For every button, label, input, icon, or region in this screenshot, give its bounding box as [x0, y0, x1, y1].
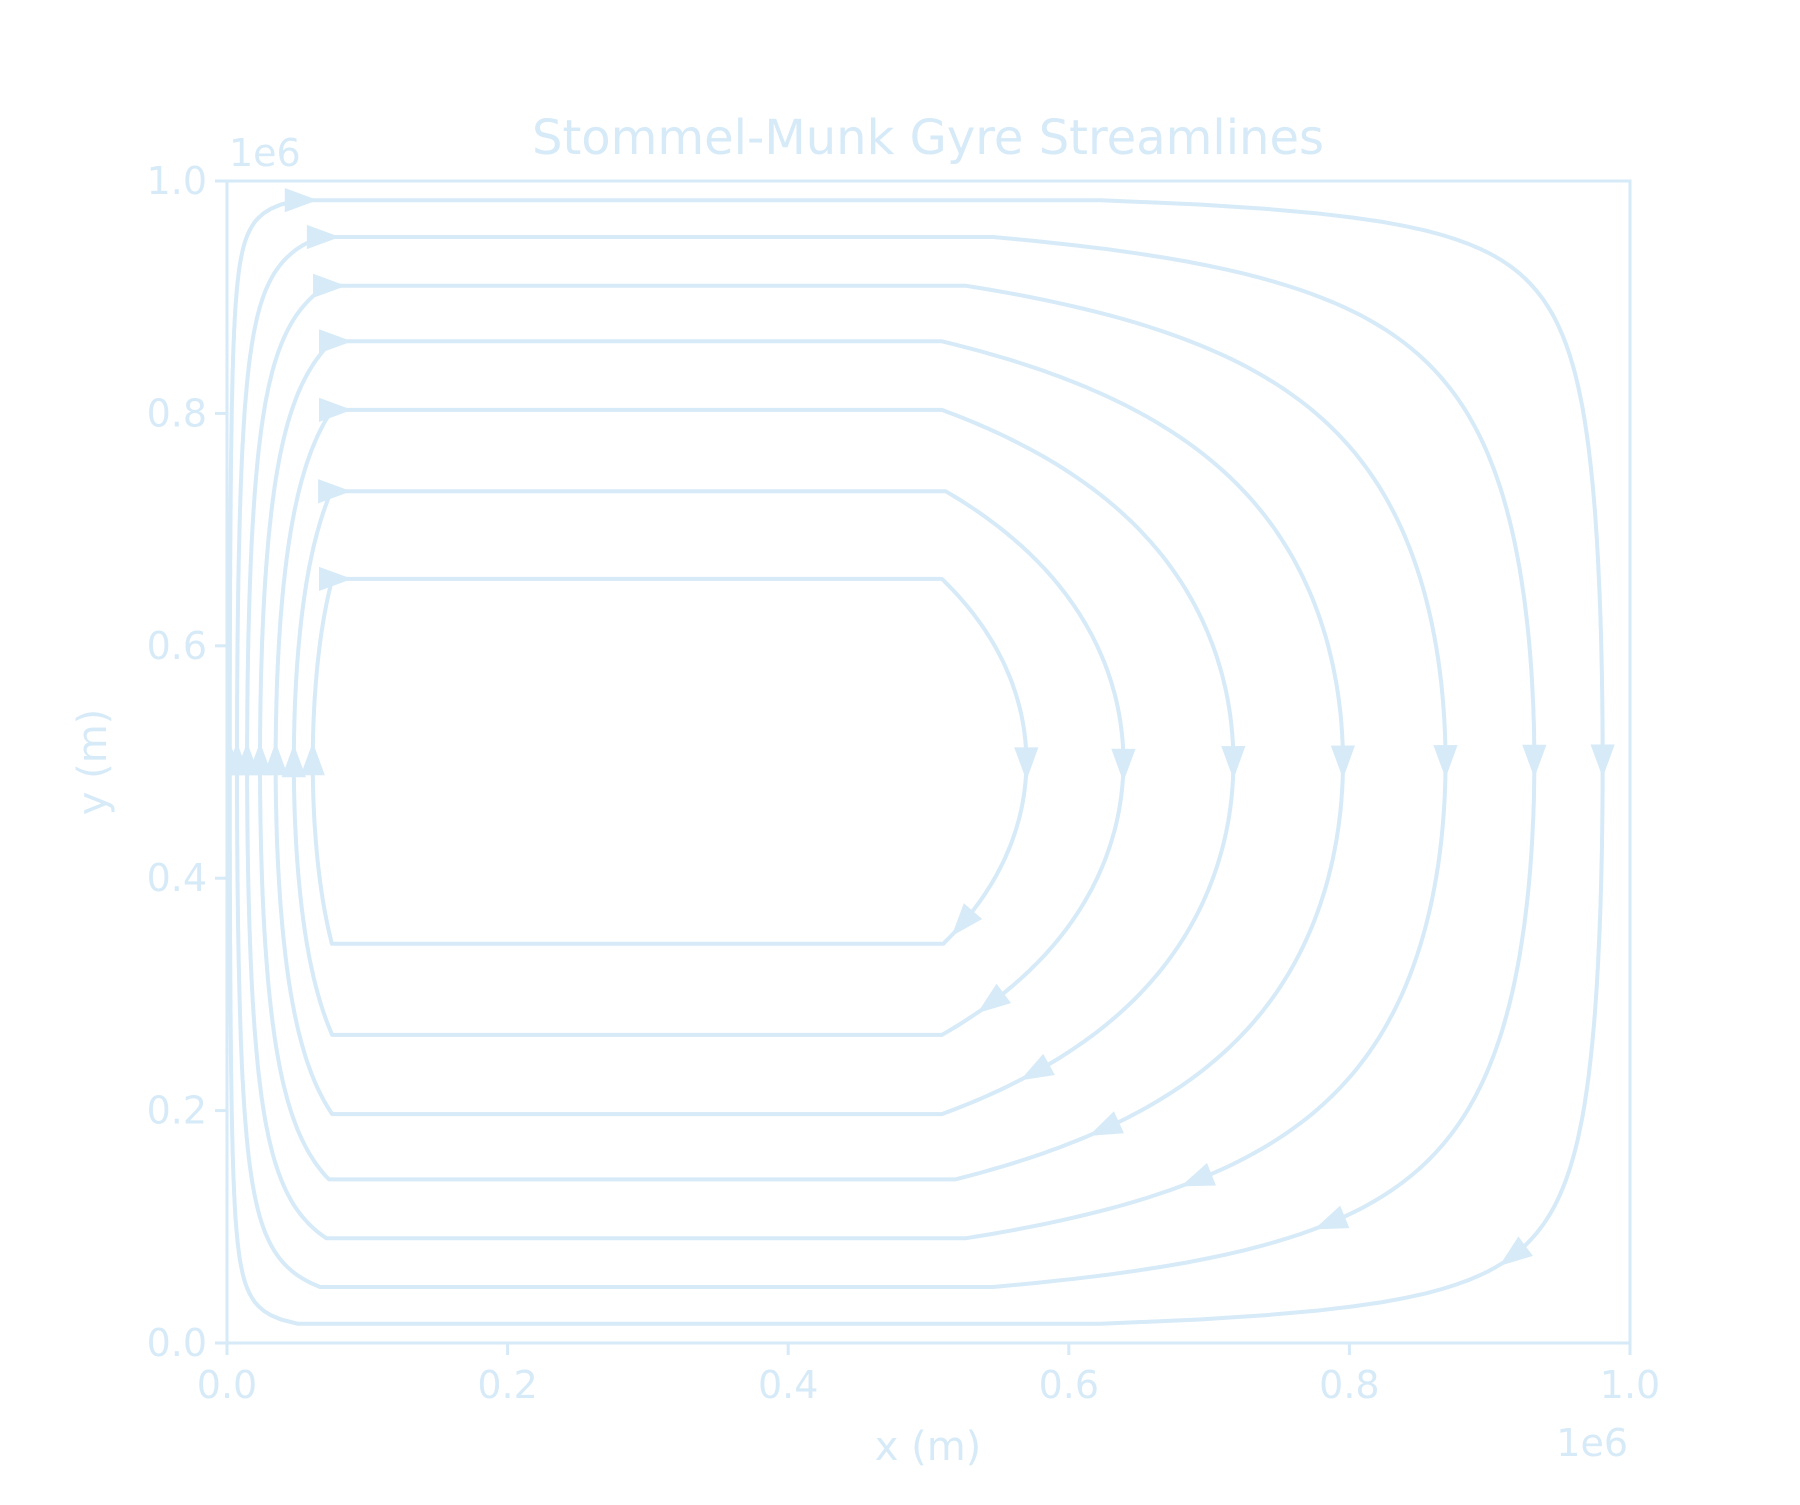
streamline-arrow: [281, 744, 306, 778]
y-tick-label: 0.8: [147, 391, 207, 435]
streamline-arrow: [284, 188, 318, 213]
streamlines: [227, 198, 1605, 1326]
streamline-arrow: [1330, 745, 1355, 779]
x-tick-label: 0.8: [1319, 1363, 1379, 1407]
streamline-arrows: [227, 188, 1615, 1267]
y-tick-label: 1.0: [147, 159, 207, 203]
x-tick-label: 1.0: [1600, 1363, 1660, 1407]
streamline-arrow: [1088, 1111, 1124, 1136]
streamline: [310, 576, 1029, 946]
streamline-arrow: [313, 273, 347, 298]
y-axis-label: y (m): [70, 709, 116, 816]
streamline-arrow: [306, 224, 340, 250]
y-axis-offset-label: 1e6: [229, 131, 301, 175]
y-tick-label: 0.2: [147, 1089, 207, 1133]
streamline-arrow: [1590, 744, 1615, 778]
streamline-arrow: [319, 566, 353, 592]
streamline-arrow: [247, 742, 273, 776]
x-axis-offset-label: 1e6: [1556, 1421, 1628, 1465]
streamline: [227, 198, 1605, 1326]
x-tick-label: 0.2: [477, 1363, 537, 1407]
streamline-arrow: [319, 397, 353, 422]
streamline-arrow: [300, 742, 325, 776]
x-tick-label: 0.6: [1039, 1363, 1099, 1407]
streamline-arrow: [977, 983, 1012, 1014]
streamline: [245, 283, 1448, 1241]
x-axis-ticks: 0.0 0.2 0.4 0.6 0.8 1.0: [197, 1343, 1660, 1407]
y-axis-ticks: 0.0 0.2 0.4 0.6 0.8 1.0: [147, 159, 227, 1365]
streamline-arrow: [1221, 746, 1246, 780]
y-tick-label: 0.4: [147, 856, 207, 900]
y-tick-label: 0.0: [147, 1321, 207, 1365]
streamline-arrow: [1111, 748, 1136, 782]
x-tick-label: 0.0: [197, 1363, 257, 1407]
streamline: [273, 407, 1236, 1117]
x-tick-label: 0.4: [758, 1363, 818, 1407]
streamline-arrow: [1433, 745, 1458, 779]
y-tick-label: 0.6: [147, 624, 207, 668]
streamline-arrow: [318, 479, 352, 504]
streamline-arrow: [1499, 1236, 1533, 1267]
streamline: [258, 339, 1345, 1182]
streamline: [291, 489, 1126, 1037]
streamline-arrow: [319, 329, 353, 354]
plot-frame: [225, 179, 1632, 1345]
streamline-arrow: [1020, 1053, 1055, 1081]
streamline-arrow: [263, 742, 288, 776]
streamline-arrow: [1522, 744, 1547, 778]
streamline-arrow: [1180, 1163, 1216, 1187]
streamline-arrow: [1014, 747, 1039, 781]
chart-title: Stommel-Munk Gyre Streamlines: [532, 110, 1324, 166]
streamline-arrow: [951, 903, 983, 937]
streamline: [235, 235, 1537, 1289]
streamline-arrow: [1314, 1205, 1350, 1230]
x-axis-label: x (m): [875, 1424, 982, 1470]
